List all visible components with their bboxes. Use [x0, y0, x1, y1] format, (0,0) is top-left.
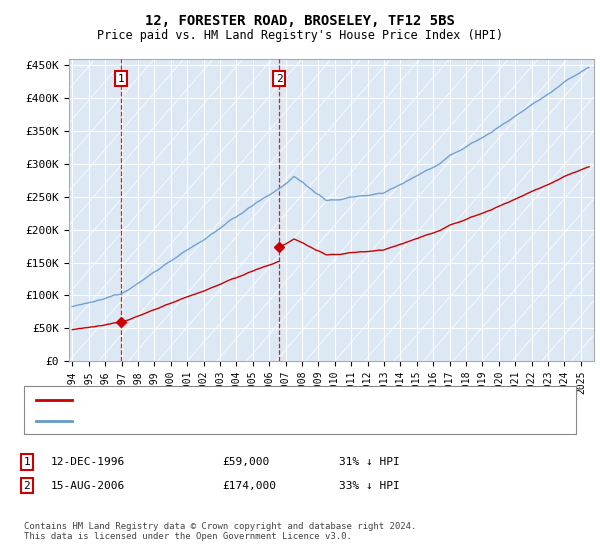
- Text: HPI: Average price, detached house, Shropshire: HPI: Average price, detached house, Shro…: [81, 416, 368, 426]
- Text: £59,000: £59,000: [222, 457, 269, 467]
- Text: 2: 2: [276, 73, 283, 83]
- Text: 15-AUG-2006: 15-AUG-2006: [51, 480, 125, 491]
- Text: 12-DEC-1996: 12-DEC-1996: [51, 457, 125, 467]
- Text: Contains HM Land Registry data © Crown copyright and database right 2024.
This d: Contains HM Land Registry data © Crown c…: [24, 522, 416, 542]
- Text: 1: 1: [118, 73, 124, 83]
- Text: Price paid vs. HM Land Registry's House Price Index (HPI): Price paid vs. HM Land Registry's House …: [97, 29, 503, 42]
- Text: 12, FORESTER ROAD, BROSELEY, TF12 5BS: 12, FORESTER ROAD, BROSELEY, TF12 5BS: [145, 14, 455, 28]
- Text: £174,000: £174,000: [222, 480, 276, 491]
- Text: 33% ↓ HPI: 33% ↓ HPI: [339, 480, 400, 491]
- Text: 31% ↓ HPI: 31% ↓ HPI: [339, 457, 400, 467]
- Text: 1: 1: [23, 457, 31, 467]
- Text: 12, FORESTER ROAD, BROSELEY, TF12 5BS (detached house): 12, FORESTER ROAD, BROSELEY, TF12 5BS (d…: [81, 395, 419, 405]
- Text: 2: 2: [23, 480, 31, 491]
